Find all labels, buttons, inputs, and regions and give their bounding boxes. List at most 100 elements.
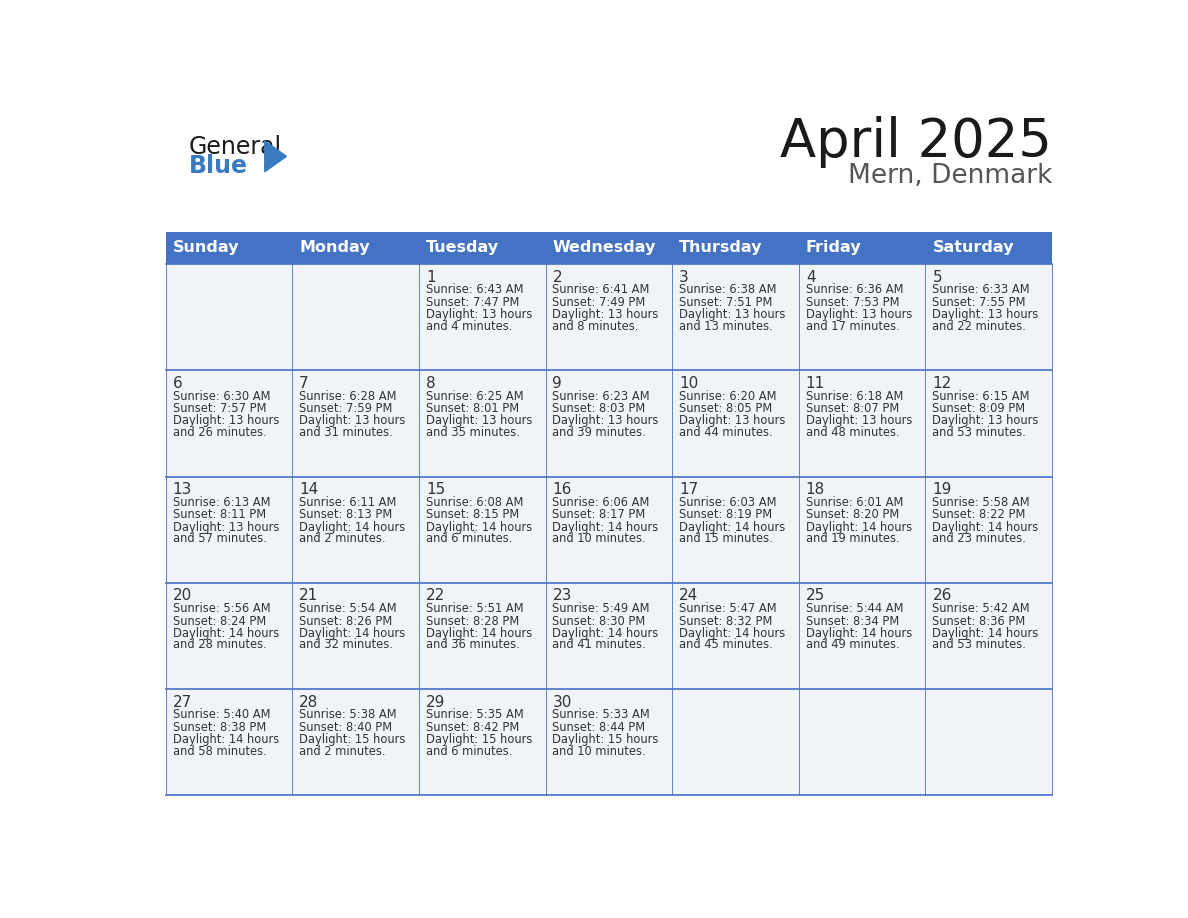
Bar — [798, 371, 925, 476]
Bar — [672, 371, 798, 476]
Text: 21: 21 — [299, 588, 318, 603]
Text: Daylight: 13 hours: Daylight: 13 hours — [552, 414, 659, 427]
Text: Sunrise: 5:38 AM: Sunrise: 5:38 AM — [299, 709, 397, 722]
Bar — [165, 371, 292, 476]
Text: Daylight: 13 hours: Daylight: 13 hours — [299, 414, 405, 427]
Text: Sunrise: 6:33 AM: Sunrise: 6:33 AM — [933, 284, 1030, 297]
Text: and 44 minutes.: and 44 minutes. — [680, 426, 772, 439]
Text: and 49 minutes.: and 49 minutes. — [805, 638, 899, 652]
Polygon shape — [265, 141, 286, 172]
Text: Blue: Blue — [189, 154, 248, 178]
Text: and 53 minutes.: and 53 minutes. — [933, 638, 1026, 652]
Text: Sunset: 8:44 PM: Sunset: 8:44 PM — [552, 721, 645, 733]
Text: Daylight: 14 hours: Daylight: 14 hours — [933, 627, 1038, 640]
Text: Sunset: 8:28 PM: Sunset: 8:28 PM — [425, 614, 519, 628]
Text: Sunset: 8:36 PM: Sunset: 8:36 PM — [933, 614, 1025, 628]
Text: 30: 30 — [552, 695, 571, 710]
Text: 3: 3 — [680, 270, 689, 285]
Bar — [292, 371, 419, 476]
Text: Sunrise: 6:28 AM: Sunrise: 6:28 AM — [299, 389, 397, 403]
Bar — [925, 371, 1053, 476]
Text: 18: 18 — [805, 482, 824, 497]
Text: 2: 2 — [552, 270, 562, 285]
Text: Sunset: 8:32 PM: Sunset: 8:32 PM — [680, 614, 772, 628]
Text: 5: 5 — [933, 270, 942, 285]
Text: Daylight: 15 hours: Daylight: 15 hours — [425, 733, 532, 746]
Text: and 23 minutes.: and 23 minutes. — [933, 532, 1026, 545]
Text: 27: 27 — [172, 695, 191, 710]
Text: 22: 22 — [425, 588, 446, 603]
Text: 4: 4 — [805, 270, 815, 285]
Text: Mern, Denmark: Mern, Denmark — [848, 162, 1053, 188]
Text: Daylight: 13 hours: Daylight: 13 hours — [172, 414, 279, 427]
Text: and 19 minutes.: and 19 minutes. — [805, 532, 899, 545]
Text: Sunset: 8:20 PM: Sunset: 8:20 PM — [805, 509, 899, 521]
Text: Sunday: Sunday — [172, 241, 239, 255]
Text: 20: 20 — [172, 588, 191, 603]
Text: 12: 12 — [933, 375, 952, 391]
Text: Sunset: 8:01 PM: Sunset: 8:01 PM — [425, 402, 519, 415]
Text: and 45 minutes.: and 45 minutes. — [680, 638, 773, 652]
Text: Sunset: 7:55 PM: Sunset: 7:55 PM — [933, 296, 1026, 308]
Text: 8: 8 — [425, 375, 436, 391]
Text: Sunrise: 5:56 AM: Sunrise: 5:56 AM — [172, 602, 270, 615]
Text: Daylight: 14 hours: Daylight: 14 hours — [425, 521, 532, 533]
Text: Daylight: 14 hours: Daylight: 14 hours — [172, 733, 279, 746]
Text: Sunset: 7:59 PM: Sunset: 7:59 PM — [299, 402, 392, 415]
Text: Sunset: 8:09 PM: Sunset: 8:09 PM — [933, 402, 1025, 415]
Text: Saturday: Saturday — [933, 241, 1015, 255]
Text: 29: 29 — [425, 695, 446, 710]
Bar — [545, 476, 672, 583]
Bar — [165, 476, 292, 583]
Text: Sunrise: 5:58 AM: Sunrise: 5:58 AM — [933, 496, 1030, 509]
Text: 28: 28 — [299, 695, 318, 710]
Text: Daylight: 13 hours: Daylight: 13 hours — [680, 308, 785, 321]
Bar — [672, 476, 798, 583]
Text: and 17 minutes.: and 17 minutes. — [805, 319, 899, 332]
Text: Sunrise: 6:25 AM: Sunrise: 6:25 AM — [425, 389, 524, 403]
Bar — [672, 583, 798, 689]
Bar — [419, 689, 545, 796]
Bar — [545, 689, 672, 796]
Text: 19: 19 — [933, 482, 952, 497]
Bar — [925, 476, 1053, 583]
Text: and 13 minutes.: and 13 minutes. — [680, 319, 773, 332]
Text: Daylight: 13 hours: Daylight: 13 hours — [172, 521, 279, 533]
Text: Sunrise: 5:33 AM: Sunrise: 5:33 AM — [552, 709, 650, 722]
Text: and 31 minutes.: and 31 minutes. — [299, 426, 393, 439]
Text: Sunrise: 6:36 AM: Sunrise: 6:36 AM — [805, 284, 903, 297]
Text: Sunset: 7:53 PM: Sunset: 7:53 PM — [805, 296, 899, 308]
Text: Daylight: 15 hours: Daylight: 15 hours — [552, 733, 659, 746]
Text: Sunrise: 5:42 AM: Sunrise: 5:42 AM — [933, 602, 1030, 615]
Text: Sunset: 8:11 PM: Sunset: 8:11 PM — [172, 509, 266, 521]
Text: 15: 15 — [425, 482, 446, 497]
Bar — [798, 583, 925, 689]
Text: Daylight: 14 hours: Daylight: 14 hours — [425, 627, 532, 640]
Bar — [798, 476, 925, 583]
Text: Daylight: 13 hours: Daylight: 13 hours — [933, 308, 1038, 321]
Text: Sunset: 8:42 PM: Sunset: 8:42 PM — [425, 721, 519, 733]
Text: and 6 minutes.: and 6 minutes. — [425, 744, 512, 757]
Text: and 26 minutes.: and 26 minutes. — [172, 426, 266, 439]
Text: and 36 minutes.: and 36 minutes. — [425, 638, 519, 652]
Text: Tuesday: Tuesday — [425, 241, 499, 255]
Text: General: General — [189, 135, 282, 159]
Text: Sunset: 7:57 PM: Sunset: 7:57 PM — [172, 402, 266, 415]
Text: Daylight: 13 hours: Daylight: 13 hours — [933, 414, 1038, 427]
Text: Daylight: 13 hours: Daylight: 13 hours — [425, 414, 532, 427]
Bar — [419, 371, 545, 476]
Text: Daylight: 14 hours: Daylight: 14 hours — [552, 627, 659, 640]
Text: Sunrise: 5:35 AM: Sunrise: 5:35 AM — [425, 709, 524, 722]
Text: Wednesday: Wednesday — [552, 241, 656, 255]
Text: Sunrise: 5:47 AM: Sunrise: 5:47 AM — [680, 602, 777, 615]
Text: 6: 6 — [172, 375, 182, 391]
Text: 14: 14 — [299, 482, 318, 497]
Text: and 15 minutes.: and 15 minutes. — [680, 532, 773, 545]
Text: Sunset: 8:24 PM: Sunset: 8:24 PM — [172, 614, 266, 628]
Text: Sunset: 7:49 PM: Sunset: 7:49 PM — [552, 296, 646, 308]
Text: Friday: Friday — [805, 241, 861, 255]
Text: Monday: Monday — [299, 241, 369, 255]
Text: Sunrise: 5:51 AM: Sunrise: 5:51 AM — [425, 602, 524, 615]
Text: Sunrise: 6:30 AM: Sunrise: 6:30 AM — [172, 389, 270, 403]
Text: Daylight: 13 hours: Daylight: 13 hours — [805, 308, 912, 321]
